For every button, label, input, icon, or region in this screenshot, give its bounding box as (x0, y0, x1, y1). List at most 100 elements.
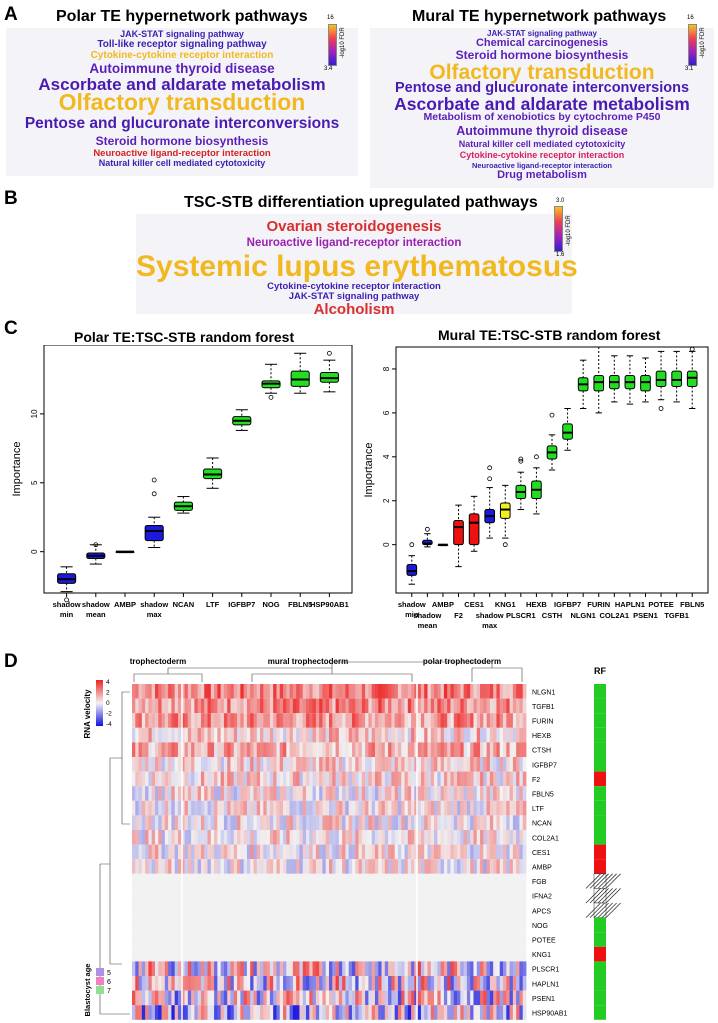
heatmap-cell (148, 903, 153, 918)
heatmap-cell (171, 771, 176, 787)
heatmap-cell (460, 873, 465, 889)
heatmap-cell (411, 859, 415, 874)
heatmap-cell (486, 946, 491, 962)
heatmap-cell (358, 830, 363, 845)
heatmap-cell (338, 946, 343, 962)
heatmap-cell (263, 888, 268, 903)
heatmap-cell (434, 932, 438, 947)
heatmap-cell (223, 786, 228, 801)
heatmap-cell (161, 684, 166, 699)
tsc-cloud-title: TSC-STB differentiation upregulated path… (184, 194, 538, 211)
heatmap-cell (391, 859, 396, 874)
heatmap-cell (256, 757, 261, 772)
heatmap-cell (329, 903, 333, 918)
heatmap-cell (276, 903, 281, 918)
heatmap-cell (256, 713, 261, 728)
heatmap-cell (493, 727, 497, 743)
heatmap-cell (440, 917, 445, 933)
heatmap-cell (220, 917, 225, 933)
heatmap-cell (516, 961, 520, 976)
age-legend-label: 5 (107, 970, 111, 977)
heatmap-cell (243, 976, 248, 991)
heatmap-cell (266, 800, 271, 816)
heatmap-cell (210, 888, 215, 903)
heatmap-cell (457, 903, 461, 918)
heatmap-cell (141, 888, 146, 903)
heatmap-cell (319, 859, 323, 874)
heatmap-cell (496, 713, 501, 728)
heatmap-cell (233, 684, 238, 699)
heatmap-cell (348, 990, 353, 1006)
rf-annotation-cell (594, 844, 606, 860)
heatmap-cell (204, 698, 208, 714)
tsc-word-cloud: Ovarian steroidogenesis Neuroactive ligan… (136, 214, 578, 317)
heatmap-cell (217, 698, 222, 714)
heatmap-cell (240, 990, 245, 1006)
heatmap-cell (187, 873, 192, 889)
heatmap-cell (253, 742, 258, 757)
heatmap-cell (355, 844, 359, 860)
heatmap-cell (210, 698, 215, 714)
heatmap-cell (237, 946, 241, 962)
heatmap-cell (273, 917, 277, 933)
heatmap-cell (503, 742, 507, 757)
row-label: PSEN1 (532, 996, 555, 1003)
heatmap-cell (184, 757, 189, 772)
heatmap-cell (302, 800, 307, 816)
heatmap-cell (220, 698, 225, 714)
heatmap-cell (378, 859, 382, 874)
heatmap-cell (273, 844, 277, 860)
heatmap-cell (319, 742, 323, 757)
heatmap-cell (437, 961, 442, 976)
heatmap-cell (158, 888, 162, 903)
heatmap-cell (168, 684, 172, 699)
velocity-legend-tick: 0 (106, 700, 110, 707)
heatmap-cell (506, 742, 510, 757)
heatmap-cell (237, 888, 241, 903)
heatmap-cell (273, 961, 277, 976)
heatmap-cell (230, 800, 235, 816)
heatmap-cell (332, 888, 336, 903)
heatmap-cell (499, 815, 504, 830)
heatmap-cell (148, 713, 153, 728)
heatmap-cell (437, 903, 442, 918)
mural-cloud-term: Ascorbate and aldarate metabolism (394, 94, 690, 114)
heatmap-cell (476, 698, 481, 714)
heatmap-cell (141, 800, 146, 816)
row-label: APCS (532, 908, 551, 915)
heatmap-cell (174, 990, 179, 1006)
heatmap-cell (351, 1005, 356, 1020)
heatmap-cell (473, 873, 478, 889)
heatmap-cell (299, 815, 304, 830)
heatmap-cell (463, 844, 468, 860)
heatmap-cell (417, 800, 422, 816)
heatmap-cell (394, 888, 399, 903)
heatmap-cell (164, 917, 169, 933)
heatmap-cell (260, 903, 264, 918)
heatmap-cell (194, 684, 199, 699)
heatmap-cell (250, 844, 254, 860)
heatmap-cell (463, 684, 468, 699)
heatmap-cell (486, 830, 491, 845)
heatmap-cell (256, 932, 261, 947)
heatmap-cell (145, 684, 149, 699)
age-legend-swatch (96, 968, 104, 976)
heatmap-cell (151, 757, 156, 772)
heatmap-cell (302, 946, 307, 962)
heatmap-cell (506, 1005, 510, 1020)
heatmap-cell (407, 990, 412, 1006)
heatmap-cell (250, 1005, 254, 1020)
heatmap-cell (312, 932, 317, 947)
heatmap-cell (453, 888, 458, 903)
heatmap-cell (457, 844, 461, 860)
heatmap-cell (499, 888, 504, 903)
heatmap-cell (420, 1005, 425, 1020)
heatmap-cell (181, 888, 185, 903)
heatmap-cell (342, 873, 346, 889)
heatmap-cell (322, 990, 327, 1006)
heatmap-cell (253, 873, 258, 889)
heatmap-cell (329, 771, 333, 787)
heatmap-cell (388, 713, 392, 728)
heatmap-cell (391, 873, 396, 889)
heatmap-cell (361, 1005, 366, 1020)
